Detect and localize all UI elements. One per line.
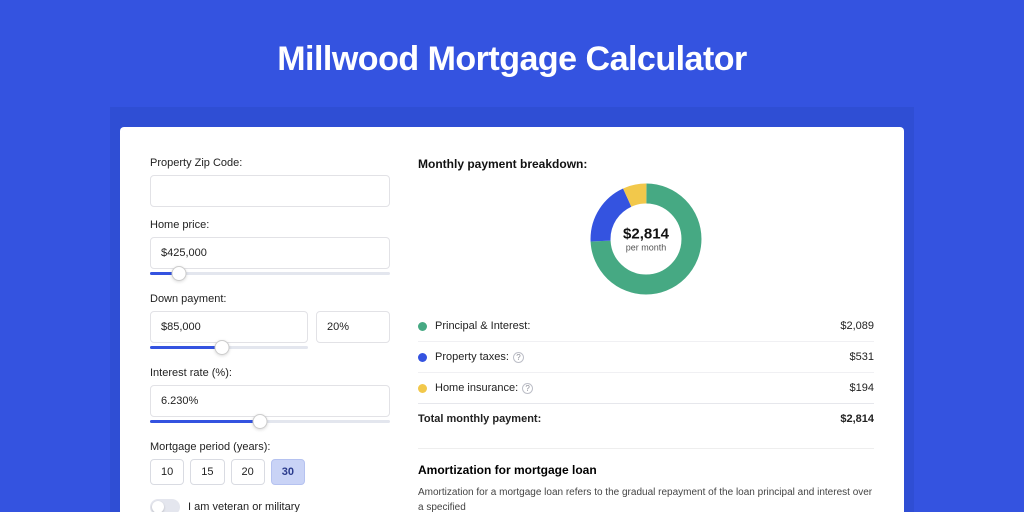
slider-fill xyxy=(150,420,260,423)
donut-chart-wrap: $2,814 per month xyxy=(418,179,874,299)
down-payment-input[interactable] xyxy=(150,311,308,343)
calculator-outer-panel: Property Zip Code: Home price: Down paym… xyxy=(110,107,914,512)
legend-row: Principal & Interest:$2,089 xyxy=(418,311,874,341)
legend-total-row: Total monthly payment:$2,814 xyxy=(418,403,874,434)
legend-value: $2,089 xyxy=(840,320,874,332)
veteran-toggle[interactable] xyxy=(150,499,180,512)
home-price-input[interactable] xyxy=(150,237,390,269)
legend: Principal & Interest:$2,089Property taxe… xyxy=(418,311,874,434)
legend-value: $531 xyxy=(850,351,874,363)
legend-value: $194 xyxy=(850,382,874,394)
period-field: Mortgage period (years): 1015 2030 xyxy=(150,441,390,485)
amortization-text: Amortization for a mortgage loan refers … xyxy=(418,485,874,512)
donut-center: $2,814 per month xyxy=(623,226,669,253)
slider-thumb[interactable] xyxy=(253,414,268,429)
period-button-15[interactable]: 15 xyxy=(190,459,224,485)
results-column: Monthly payment breakdown: $2,814 per mo… xyxy=(418,157,874,512)
home-price-field: Home price: xyxy=(150,219,390,281)
legend-row: Home insurance:?$194 xyxy=(418,372,874,403)
calculator-card: Property Zip Code: Home price: Down paym… xyxy=(120,127,904,512)
down-payment-percent-input[interactable] xyxy=(316,311,390,343)
down-payment-slider[interactable] xyxy=(150,341,390,355)
home-price-slider[interactable] xyxy=(150,267,390,281)
legend-total-value: $2,814 xyxy=(840,413,874,425)
legend-dot xyxy=(418,322,427,331)
interest-rate-slider[interactable] xyxy=(150,415,390,429)
help-icon[interactable]: ? xyxy=(522,383,533,394)
period-button-20[interactable]: 20 xyxy=(231,459,265,485)
legend-total-label: Total monthly payment: xyxy=(418,413,840,425)
zip-label: Property Zip Code: xyxy=(150,157,390,169)
slider-thumb[interactable] xyxy=(171,266,186,281)
zip-field: Property Zip Code: xyxy=(150,157,390,207)
period-label: Mortgage period (years): xyxy=(150,441,390,453)
home-price-label: Home price: xyxy=(150,219,390,231)
help-icon[interactable]: ? xyxy=(513,352,524,363)
legend-label: Home insurance:? xyxy=(435,382,850,394)
legend-dot xyxy=(418,384,427,393)
legend-label: Property taxes:? xyxy=(435,351,850,363)
slider-fill xyxy=(150,346,222,349)
page-title: Millwood Mortgage Calculator xyxy=(0,0,1024,107)
period-button-10[interactable]: 10 xyxy=(150,459,184,485)
period-options: 1015 2030 xyxy=(150,459,390,485)
period-button-30[interactable]: 30 xyxy=(271,459,305,485)
veteran-row: I am veteran or military xyxy=(150,499,390,512)
zip-input[interactable] xyxy=(150,175,390,207)
donut-chart: $2,814 per month xyxy=(586,179,706,299)
legend-label: Principal & Interest: xyxy=(435,320,840,332)
slider-thumb[interactable] xyxy=(215,340,230,355)
donut-sub: per month xyxy=(623,243,669,253)
interest-rate-input[interactable] xyxy=(150,385,390,417)
interest-rate-field: Interest rate (%): xyxy=(150,367,390,429)
breakdown-title: Monthly payment breakdown: xyxy=(418,157,874,171)
interest-rate-label: Interest rate (%): xyxy=(150,367,390,379)
donut-amount: $2,814 xyxy=(623,226,669,243)
form-column: Property Zip Code: Home price: Down paym… xyxy=(150,157,390,512)
legend-dot xyxy=(418,353,427,362)
legend-row: Property taxes:?$531 xyxy=(418,341,874,372)
amortization-section: Amortization for mortgage loan Amortizat… xyxy=(418,448,874,512)
veteran-label: I am veteran or military xyxy=(188,501,300,512)
down-payment-field: Down payment: xyxy=(150,293,390,355)
down-payment-label: Down payment: xyxy=(150,293,390,305)
amortization-title: Amortization for mortgage loan xyxy=(418,463,874,477)
